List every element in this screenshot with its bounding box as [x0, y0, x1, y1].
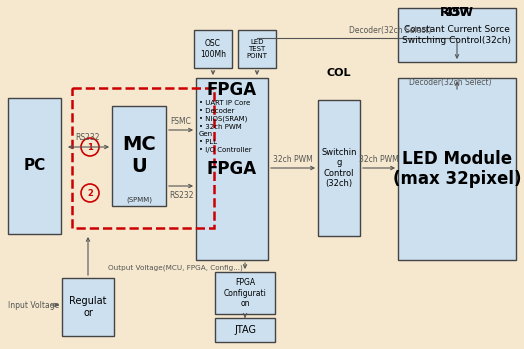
Text: Regulat
or: Regulat or: [69, 296, 107, 318]
Text: RS232: RS232: [76, 134, 100, 142]
Bar: [398, 8, 516, 62]
Bar: [238, 30, 276, 68]
Text: FPGA: FPGA: [207, 160, 257, 178]
Text: Decoder(32ch Select): Decoder(32ch Select): [409, 77, 492, 87]
Bar: [62, 278, 114, 336]
Text: (SPMM): (SPMM): [126, 197, 152, 203]
Text: FPGA
Configurati
on: FPGA Configurati on: [224, 278, 266, 308]
Text: COL: COL: [327, 68, 351, 78]
Text: FPGA: FPGA: [207, 81, 257, 99]
Text: LED Module
(max 32pixel): LED Module (max 32pixel): [393, 150, 521, 188]
Text: FSMC: FSMC: [171, 117, 191, 126]
Text: ROW: ROW: [440, 6, 474, 19]
Text: Switchin
g
Control
(32ch): Switchin g Control (32ch): [321, 148, 357, 188]
Bar: [398, 78, 516, 260]
Text: LED
TEST
POINT: LED TEST POINT: [246, 39, 267, 59]
Text: 457: 457: [444, 6, 470, 18]
Text: Output Voltage(MCU, FPGA, Config...): Output Voltage(MCU, FPGA, Config...): [107, 265, 243, 271]
Bar: [112, 106, 166, 206]
Text: OSC
100Mh: OSC 100Mh: [200, 39, 226, 59]
Text: RS232: RS232: [169, 192, 193, 200]
Bar: [215, 318, 275, 342]
Text: 2: 2: [87, 188, 93, 198]
Text: 32ch PWM: 32ch PWM: [359, 155, 399, 163]
Text: JTAG: JTAG: [234, 325, 256, 335]
Text: Input Voltage: Input Voltage: [8, 300, 59, 310]
Text: Constant Current Sorce
Switching Control(32ch): Constant Current Sorce Switching Control…: [402, 25, 511, 45]
Text: MC
U: MC U: [122, 135, 156, 177]
Bar: [196, 78, 268, 260]
Bar: [215, 272, 275, 314]
Text: PC: PC: [24, 158, 46, 173]
Bar: [72, 88, 214, 228]
Text: Decoder(32ch Select): Decoder(32ch Select): [349, 25, 431, 35]
Bar: [8, 98, 61, 234]
Text: 1: 1: [87, 142, 93, 151]
Bar: [318, 100, 360, 236]
Bar: [194, 30, 232, 68]
Text: 32ch PWM: 32ch PWM: [273, 155, 313, 163]
Text: • UART IP Core
• Decoder
• NIOS(SRAM)
• 32ch PWM
Gen
• PLL
• I/O Controller: • UART IP Core • Decoder • NIOS(SRAM) • …: [199, 100, 252, 153]
